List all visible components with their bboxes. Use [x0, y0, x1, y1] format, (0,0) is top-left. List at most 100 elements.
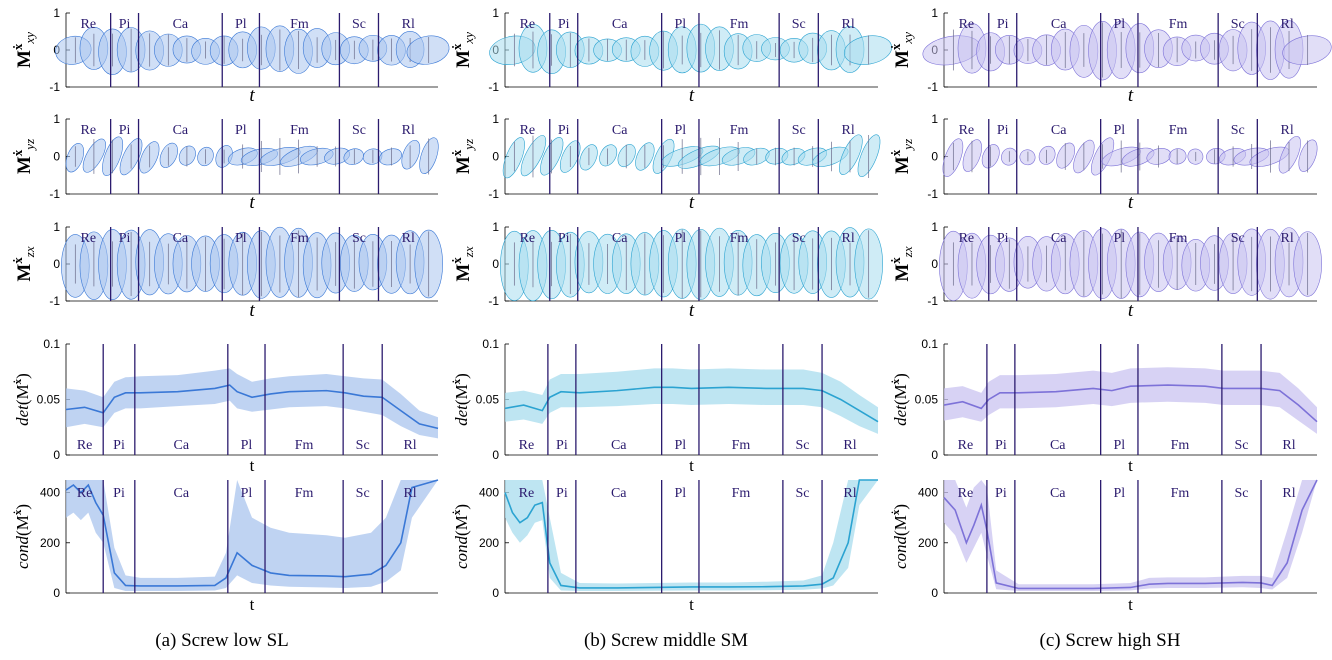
phase-label: Re [959, 231, 975, 246]
panel-a-yz: 1 0 -1 Mẋyz t Re Pi Ca Pl Fm Sc Rl [10, 112, 439, 213]
phase-label: Rl [842, 17, 855, 32]
x-axis-label: t [689, 85, 695, 106]
phase-label: Re [81, 123, 97, 138]
ellipse-mark [1038, 145, 1056, 165]
phase-label: Sc [1231, 231, 1245, 246]
phase-label: Re [520, 231, 536, 246]
phase-label: Pi [995, 438, 1007, 453]
x-axis-label: t [249, 192, 255, 213]
ellipse-mark [1278, 135, 1301, 174]
ellipse-mark [579, 144, 598, 171]
ellipse-mark [1168, 148, 1187, 165]
phase-label: Sc [792, 123, 806, 138]
phase-label: Fm [732, 438, 751, 453]
phase-label: Pl [241, 486, 253, 501]
phase-label: Pi [995, 486, 1007, 501]
ellipse-mark [406, 35, 450, 65]
phase-label: Ca [1050, 438, 1066, 453]
y-tick-label: 1 [931, 220, 938, 234]
y-tick-label: 1 [53, 220, 60, 234]
y-axis-label: cond(Mẋ) [451, 504, 471, 569]
phase-label: Rl [402, 231, 415, 246]
x-axis-label: t [1128, 192, 1134, 213]
panel-c-det: 0.1 0.05 0 det(Mẋ) t Re Pi Ca Pl Fm Sc Rl [890, 337, 1318, 475]
phase-label: Pl [674, 231, 686, 246]
phase-label: Rl [402, 123, 415, 138]
phase-label: Fm [730, 231, 749, 246]
panel-a-det: 0.1 0.05 0 det(Mẋ) t Re Pi Ca Pl Fm Sc Rl [12, 337, 439, 475]
y-axis-label: det(Mẋ) [890, 373, 910, 426]
panel-a-cond: 400 200 0 cond(Mẋ) t Re Pi Ca Pl Fm Sc Rl [12, 479, 439, 614]
phase-label: Re [77, 438, 93, 453]
y-axis-label: Mẋxy [888, 32, 915, 68]
phase-label: Rl [1281, 231, 1294, 246]
phase-label: Sc [1231, 123, 1245, 138]
phase-label: Re [959, 123, 975, 138]
ellipse-mark [401, 139, 421, 170]
y-tick-label: 400 [918, 486, 938, 500]
y-tick-label: 1 [931, 6, 938, 20]
phase-label: Ca [173, 17, 189, 32]
phase-label: Pl [1113, 231, 1125, 246]
y-tick-label: 400 [479, 486, 499, 500]
y-tick-label: 0 [53, 448, 60, 462]
ellipse-mark [502, 137, 525, 179]
y-axis-label: cond(Mẋ) [12, 504, 32, 569]
phase-label: Re [520, 17, 536, 32]
y-tick-label: 0 [53, 257, 60, 271]
phase-label: Sc [352, 123, 366, 138]
y-tick-label: 0.1 [43, 337, 60, 351]
y-tick-label: -1 [488, 294, 499, 308]
phase-label: Fm [730, 123, 749, 138]
x-axis-label: t [689, 300, 695, 321]
series-line [65, 384, 439, 430]
panel-b-cond: 400 200 0 cond(Mẋ) t Re Pi Ca Pl Fm Sc Rl [451, 479, 879, 614]
ellipse-mark [843, 35, 893, 65]
phase-label: Fm [1171, 486, 1190, 501]
ellipse-mark [82, 138, 106, 173]
y-tick-label: 0 [931, 448, 938, 462]
panel-b-zx: 1 0 -1 Mẋzx t Re Pi Ca Pl Fm Sc Rl [449, 220, 883, 321]
phase-label: Ca [1051, 231, 1067, 246]
phase-label: Ca [612, 123, 628, 138]
phase-label: Ca [611, 438, 627, 453]
phase-label: Rl [842, 231, 855, 246]
ellipse-mark [617, 144, 636, 168]
phase-label: Re [519, 438, 535, 453]
phase-label: Pl [235, 123, 247, 138]
y-tick-label: 0.1 [482, 337, 499, 351]
phase-label: Rl [842, 123, 855, 138]
phase-label: Re [519, 486, 535, 501]
y-tick-label: 200 [40, 536, 60, 550]
ellipse-mark [159, 142, 178, 168]
caption-a: (a) Screw low SL [155, 630, 289, 651]
confidence-band [66, 368, 438, 439]
y-tick-label: 0 [931, 257, 938, 271]
phase-label: Pi [556, 486, 568, 501]
y-axis-label: Mẋxy [449, 32, 476, 68]
phase-label: Rl [403, 486, 416, 501]
phase-label: Pi [997, 231, 1009, 246]
phase-label: Fm [1171, 438, 1190, 453]
phase-label: Ca [611, 486, 627, 501]
y-tick-label: 1 [931, 112, 938, 126]
ellipse-mark [520, 135, 547, 177]
phase-label: Sc [795, 486, 809, 501]
y-axis-label: Mẋyz [888, 139, 915, 174]
phase-label: Pi [997, 123, 1009, 138]
phase-label: Sc [792, 17, 806, 32]
phase-label: Fm [732, 486, 751, 501]
x-axis-label: t [689, 192, 695, 213]
ellipse-mark [1019, 149, 1036, 166]
y-axis-label: Mẋzx [10, 246, 37, 281]
y-axis-label: Mẋyz [10, 139, 37, 174]
panel-a-zx: 1 0 -1 Mẋzx t Re Pi Ca Pl Fm Sc Rl [10, 220, 443, 321]
y-tick-label: 1 [53, 6, 60, 20]
phase-label: Ca [173, 231, 189, 246]
y-axis-label: Mẋyz [449, 139, 476, 174]
y-axis-label: Mẋzx [449, 246, 476, 281]
ellipse-mark [599, 144, 618, 167]
